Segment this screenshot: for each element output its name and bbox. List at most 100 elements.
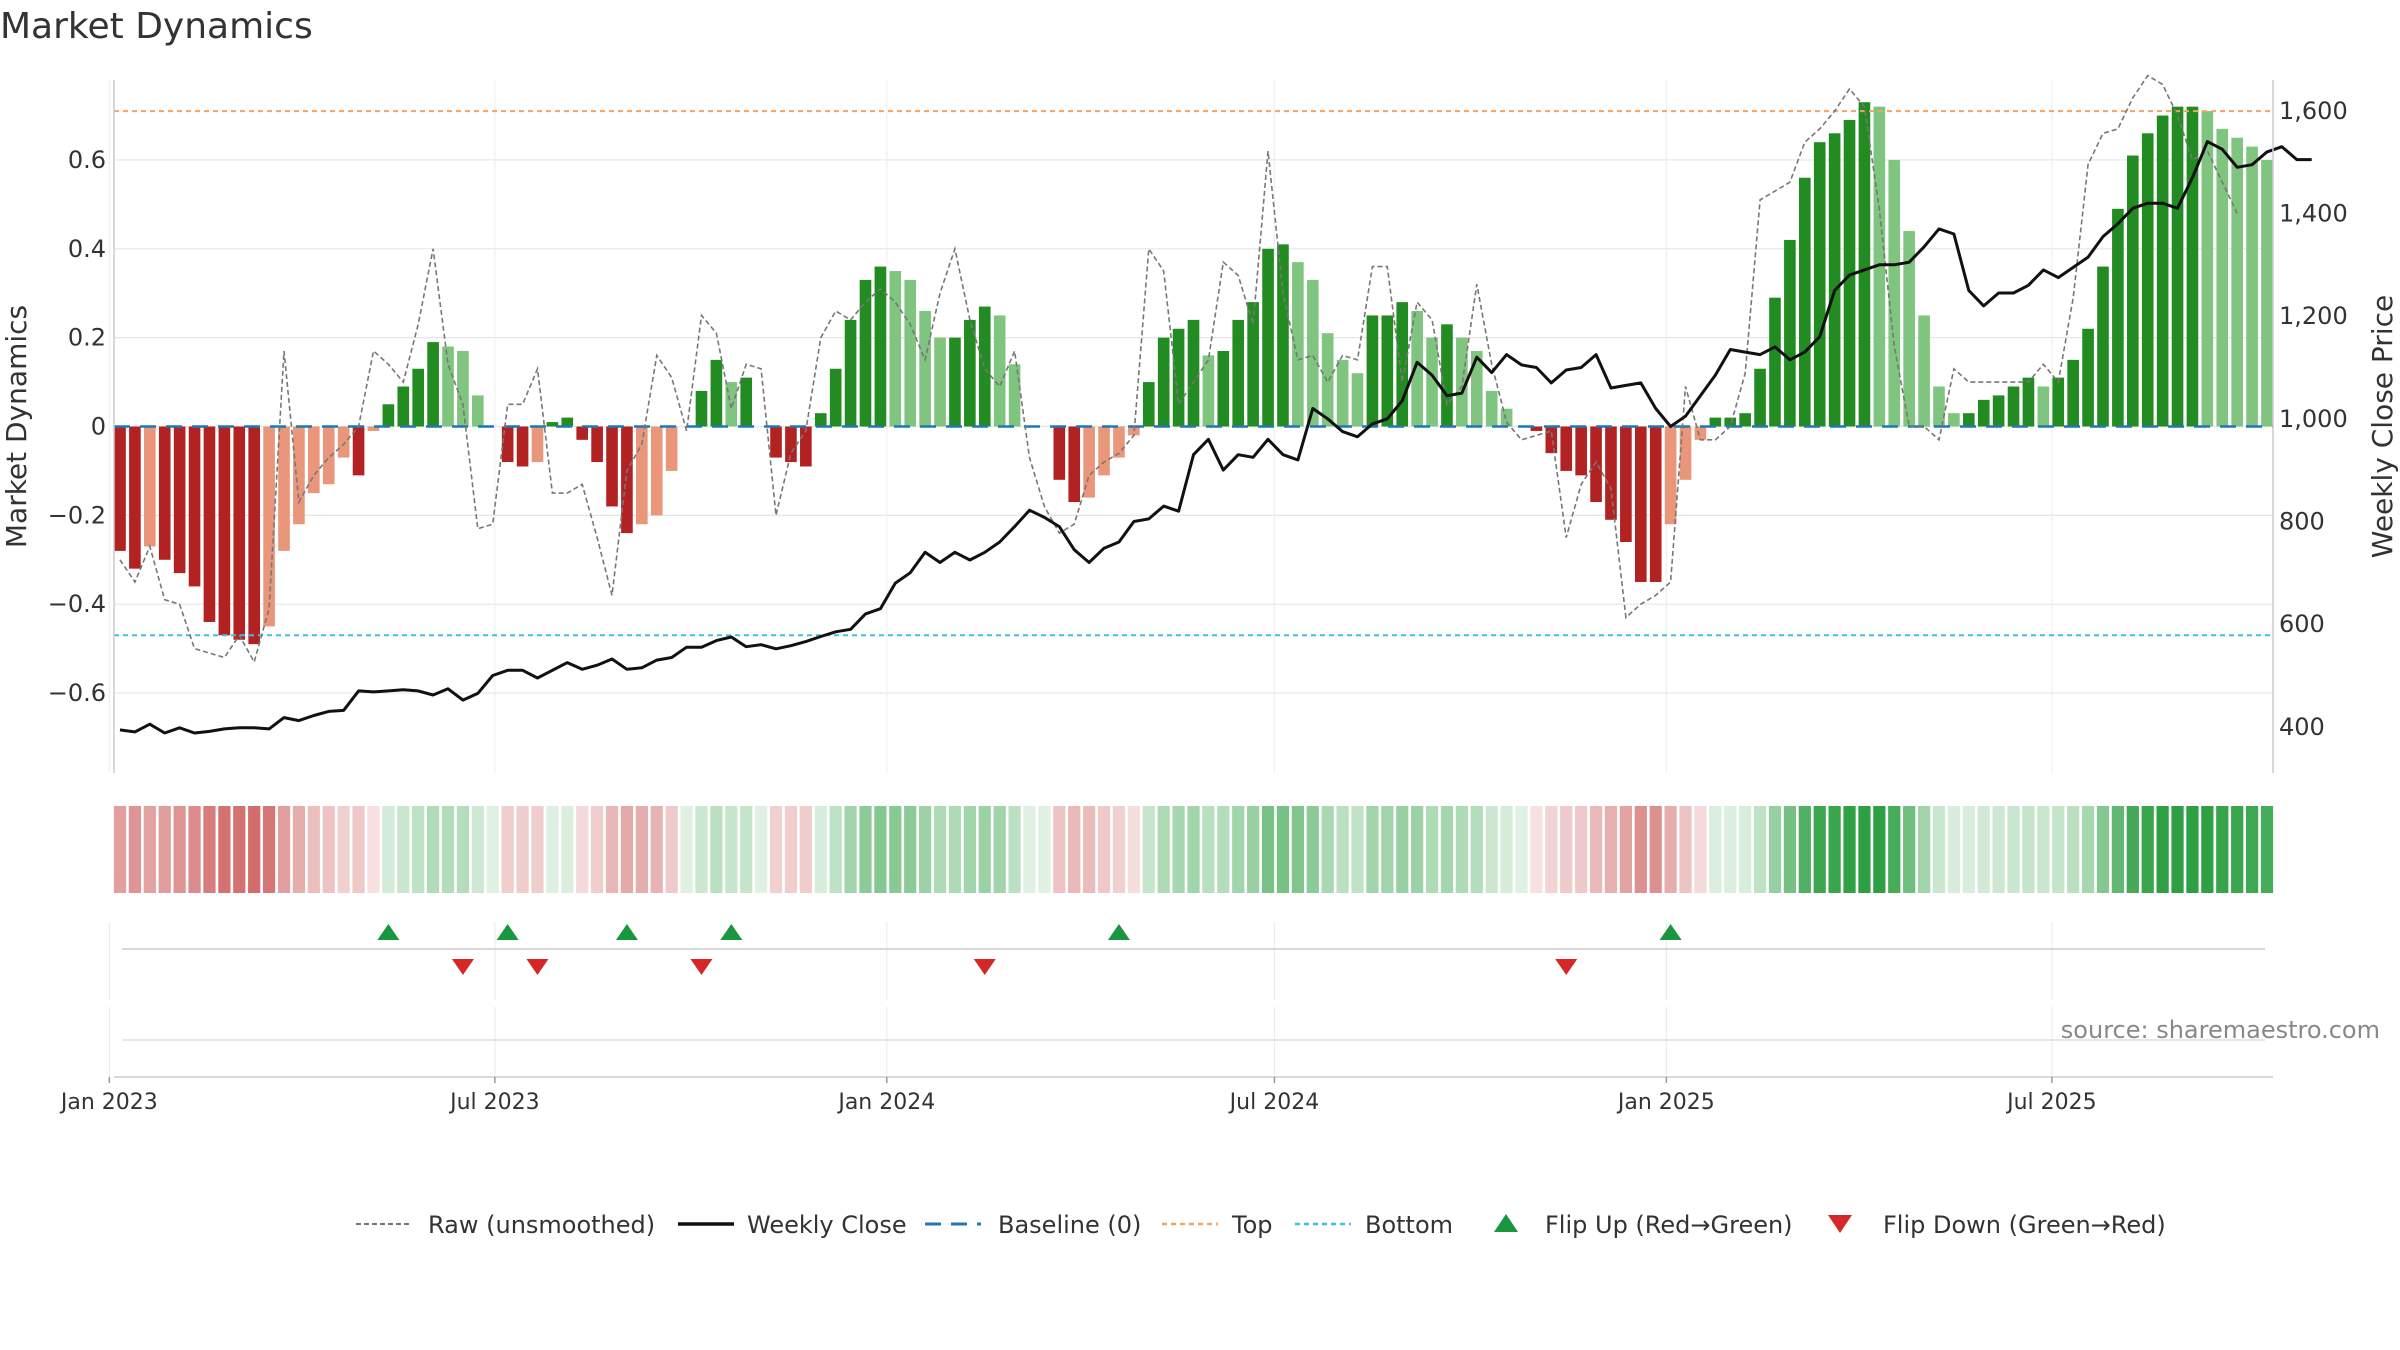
regime-cell	[1515, 806, 1528, 893]
dynamics-bar	[278, 426, 290, 551]
dynamics-bar	[2037, 386, 2050, 427]
regime-cell	[2081, 806, 2095, 893]
regime-cell	[1664, 806, 1677, 893]
dynamics-bar	[352, 426, 365, 476]
regime-cell	[188, 806, 201, 893]
regime-cell	[367, 806, 380, 893]
dynamics-bar	[2052, 377, 2065, 427]
y-left-tick-label: 0.6	[68, 146, 106, 174]
regime-cell	[1634, 806, 1647, 893]
regime-cell	[546, 806, 559, 893]
regime-cell	[590, 806, 604, 893]
regime-cell	[2260, 806, 2274, 893]
dynamics-bar	[233, 426, 246, 640]
regime-cell	[262, 806, 276, 893]
dynamics-bar	[2246, 146, 2258, 427]
x-tick-label: Jan 2025	[1616, 1090, 1715, 1115]
dynamics-bar	[1113, 426, 1125, 458]
dynamics-bar	[978, 306, 991, 427]
dynamics-bar	[919, 311, 931, 427]
regime-cell	[1485, 806, 1498, 893]
regime-cell	[531, 806, 544, 893]
dynamics-bar	[2201, 111, 2214, 427]
regime-cell	[1679, 806, 1692, 893]
dynamics-bar	[800, 426, 812, 467]
flip-down-marker	[973, 959, 996, 975]
dynamics-bar	[650, 426, 663, 516]
regime-cell	[1172, 806, 1185, 893]
dynamics-bar	[710, 359, 723, 427]
legend-label: Bottom	[1365, 1211, 1453, 1239]
regime-cell	[1321, 806, 1334, 893]
y-left-tick-label: 0	[91, 413, 106, 441]
flip-up-marker	[1107, 924, 1130, 940]
flip-down-marker	[690, 959, 713, 975]
dynamics-bar	[531, 426, 544, 463]
regime-cell	[173, 806, 186, 893]
regime-cell	[2141, 806, 2154, 893]
y-left-tick-label: −0.4	[48, 590, 106, 618]
dynamics-bar	[1217, 350, 1230, 427]
dynamics-bar	[1649, 426, 1662, 582]
regime-cell	[1589, 806, 1603, 893]
dynamics-bar	[1262, 248, 1274, 427]
y-right-tick-label: 1,200	[2279, 302, 2348, 330]
regime-cell	[471, 806, 484, 893]
dynamics-bar	[1873, 106, 1886, 427]
regime-cell	[1813, 806, 1826, 893]
regime-cell	[1291, 806, 1304, 893]
dynamics-bar	[725, 382, 738, 427]
regime-cell	[2052, 806, 2065, 893]
y-right-tick-label: 1,000	[2279, 405, 2348, 433]
x-tick-label: Jul 2023	[448, 1090, 540, 1115]
regime-cell	[426, 806, 440, 893]
dynamics-bar	[993, 315, 1006, 427]
dynamics-bar	[1292, 262, 1304, 427]
dynamics-bar	[114, 426, 126, 551]
regime-cell	[1724, 806, 1737, 893]
dynamics-bar	[1381, 315, 1394, 427]
regime-cell	[844, 806, 857, 893]
dynamics-bar	[874, 266, 887, 427]
dynamics-bar	[2097, 266, 2109, 427]
dynamics-bar	[501, 426, 514, 463]
y-left-tick-label: −0.2	[48, 501, 106, 529]
dynamics-bar	[1858, 102, 1871, 427]
regime-cell	[2231, 806, 2244, 893]
x-tick-label: Jul 2024	[1228, 1090, 1320, 1115]
regime-cell	[113, 806, 127, 893]
dynamics-bar	[2067, 359, 2079, 427]
regime-cell	[2111, 806, 2125, 893]
dynamics-bar	[1948, 413, 1960, 427]
legend-label: Baseline (0)	[998, 1211, 1141, 1239]
regime-cell	[784, 806, 798, 893]
regime-cell	[382, 806, 395, 893]
dynamics-bar	[785, 426, 797, 463]
dynamics-bar	[695, 390, 708, 427]
regime-cell	[1739, 806, 1752, 893]
regime-cell	[158, 806, 171, 893]
regime-cell	[904, 806, 917, 893]
dynamics-bar	[382, 404, 395, 427]
dynamics-bar	[2141, 133, 2154, 427]
regime-cell	[1038, 806, 1051, 893]
legend-flip-down-swatch	[1828, 1215, 1852, 1233]
regime-cell	[933, 806, 947, 893]
dynamics-bar	[2156, 115, 2169, 427]
y-left-tick-label: −0.6	[48, 679, 106, 707]
regime-cell	[1232, 806, 1245, 893]
regime-cell	[1455, 806, 1468, 893]
regime-cell	[1888, 806, 1901, 893]
regime-cell	[277, 806, 291, 893]
dynamics-bar	[427, 342, 439, 427]
regime-cell	[143, 806, 156, 893]
regime-cell	[1097, 806, 1111, 893]
flip-up-marker	[377, 924, 400, 940]
dynamics-bar	[1784, 239, 1796, 427]
regime-cell	[1798, 806, 1811, 893]
chart-title: Market Dynamics	[0, 6, 313, 47]
regime-strip	[113, 806, 2274, 893]
dynamics-bar	[576, 426, 589, 440]
dynamics-bar	[1888, 159, 1901, 427]
regime-cell	[128, 806, 142, 893]
